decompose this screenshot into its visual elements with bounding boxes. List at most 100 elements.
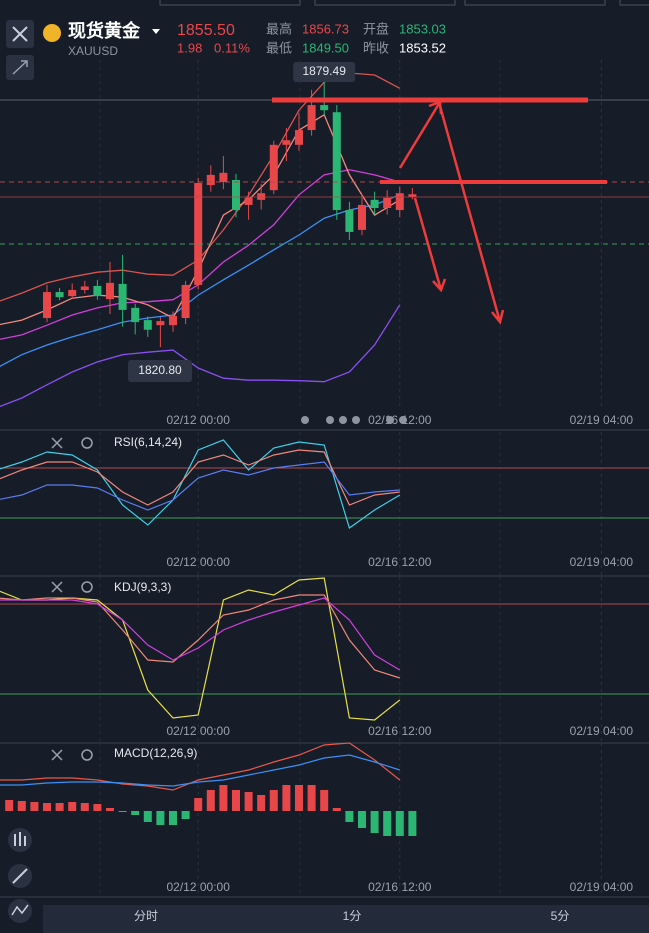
candle-body [206, 174, 215, 186]
x-tick-label: 02/19 04:00 [570, 724, 634, 738]
tab[interactable]: 5分 [551, 909, 570, 923]
macd-bar [118, 811, 127, 812]
price: 1855.50 [177, 22, 235, 39]
candle-body [55, 292, 64, 298]
dropdown-arrow[interactable] [152, 29, 160, 34]
indicator-line [0, 449, 400, 506]
indicator-line [0, 194, 401, 367]
macd-bar [231, 790, 240, 811]
candle-body [244, 197, 253, 205]
change-pct: 0.11% [214, 40, 250, 55]
macd-bar [194, 798, 203, 811]
candle-body [383, 197, 392, 208]
indicator-line [0, 742, 401, 791]
low: 1849.50 [302, 40, 349, 55]
macd-bar [357, 811, 366, 828]
macd-bar [332, 808, 341, 811]
macd-bar [55, 803, 64, 811]
open-label: 开盘 [363, 21, 389, 36]
side-toolbar[interactable] [8, 828, 32, 923]
macd-bar [282, 785, 291, 811]
x-tick-label: 02/16 12:00 [368, 555, 432, 569]
indicator-title: RSI(6,14,24) [114, 435, 182, 449]
candle-body [320, 105, 329, 111]
macd-bar [219, 785, 228, 811]
top-tabs [159, 0, 649, 6]
macd-bar [17, 801, 26, 811]
candle-body [131, 307, 140, 323]
scroll-dots [301, 416, 407, 424]
macd-bar [143, 811, 152, 822]
macd-bar [257, 795, 266, 811]
macd-bar [181, 811, 190, 819]
candle-body [156, 321, 165, 326]
gold-icon [43, 24, 61, 42]
candle-body [357, 204, 366, 230]
macd-bar [408, 811, 417, 836]
high-marker-label: 1879.49 [302, 64, 346, 78]
candle-body [194, 183, 203, 285]
symbol: XAUUSD [68, 44, 118, 58]
macd-bar [269, 790, 278, 811]
macd-bar [206, 790, 215, 811]
candle-body [282, 140, 291, 145]
close-icon [12, 26, 28, 42]
candle-body [332, 112, 341, 211]
x-tick-label: 02/19 04:00 [570, 413, 634, 427]
macd-bar [345, 811, 354, 822]
candle-body [105, 282, 114, 300]
indicator-line [0, 754, 400, 787]
candle-body [68, 290, 77, 297]
low-marker-label: 1820.80 [138, 363, 182, 377]
macd-bar [395, 811, 404, 836]
low-label: 最低 [266, 40, 292, 55]
x-tick-label: 02/12 00:00 [166, 413, 230, 427]
candle-body [219, 172, 228, 183]
annotations [0, 97, 649, 325]
macd-bar [370, 811, 379, 833]
candle-body [370, 199, 379, 208]
instrument-name[interactable]: 现货黄金 [68, 20, 141, 41]
tab-bar [43, 905, 649, 933]
x-tick-label: 02/12 00:00 [166, 555, 230, 569]
open: 1853.03 [399, 21, 446, 36]
change: 1.98 [177, 40, 202, 55]
tab[interactable]: 1分 [343, 909, 362, 923]
tab[interactable]: 分时 [134, 909, 158, 923]
candle-body [257, 193, 266, 200]
tool-icon [12, 60, 28, 75]
prev-label: 昨收 [363, 40, 389, 55]
candle-body [80, 286, 89, 291]
macd-bar [168, 811, 177, 825]
high-label: 最高 [266, 21, 292, 36]
macd-bar [156, 811, 165, 825]
x-tick-label: 02/12 00:00 [166, 724, 230, 738]
indicator-line [0, 594, 400, 679]
macd-bar [320, 790, 329, 811]
high: 1856.73 [302, 21, 349, 36]
candle-body [408, 194, 417, 197]
x-tick-label: 02/19 04:00 [570, 555, 634, 569]
macd-bar [294, 785, 303, 811]
x-tick-label: 02/12 00:00 [166, 880, 230, 894]
macd-bar [105, 808, 114, 811]
indicator-line [0, 577, 401, 721]
candle-body [231, 179, 240, 211]
low-marker-box [128, 360, 192, 383]
separators [0, 429, 649, 898]
candle-body [93, 285, 102, 297]
macd-bar [307, 785, 316, 811]
indicator-line [0, 597, 401, 671]
macd-bar [80, 803, 89, 811]
macd-bar [42, 803, 51, 811]
indicator-title: KDJ(9,3,3) [114, 580, 171, 594]
macd-bar [383, 811, 392, 836]
macd-bar [93, 804, 102, 811]
macd-bar [131, 811, 140, 815]
x-tick-label: 02/19 04:00 [570, 880, 634, 894]
indicator-icons[interactable] [51, 437, 93, 761]
x-tick-label: 02/16 12:00 [368, 880, 432, 894]
prev-close: 1853.52 [399, 40, 446, 55]
high-marker-box [293, 62, 356, 83]
